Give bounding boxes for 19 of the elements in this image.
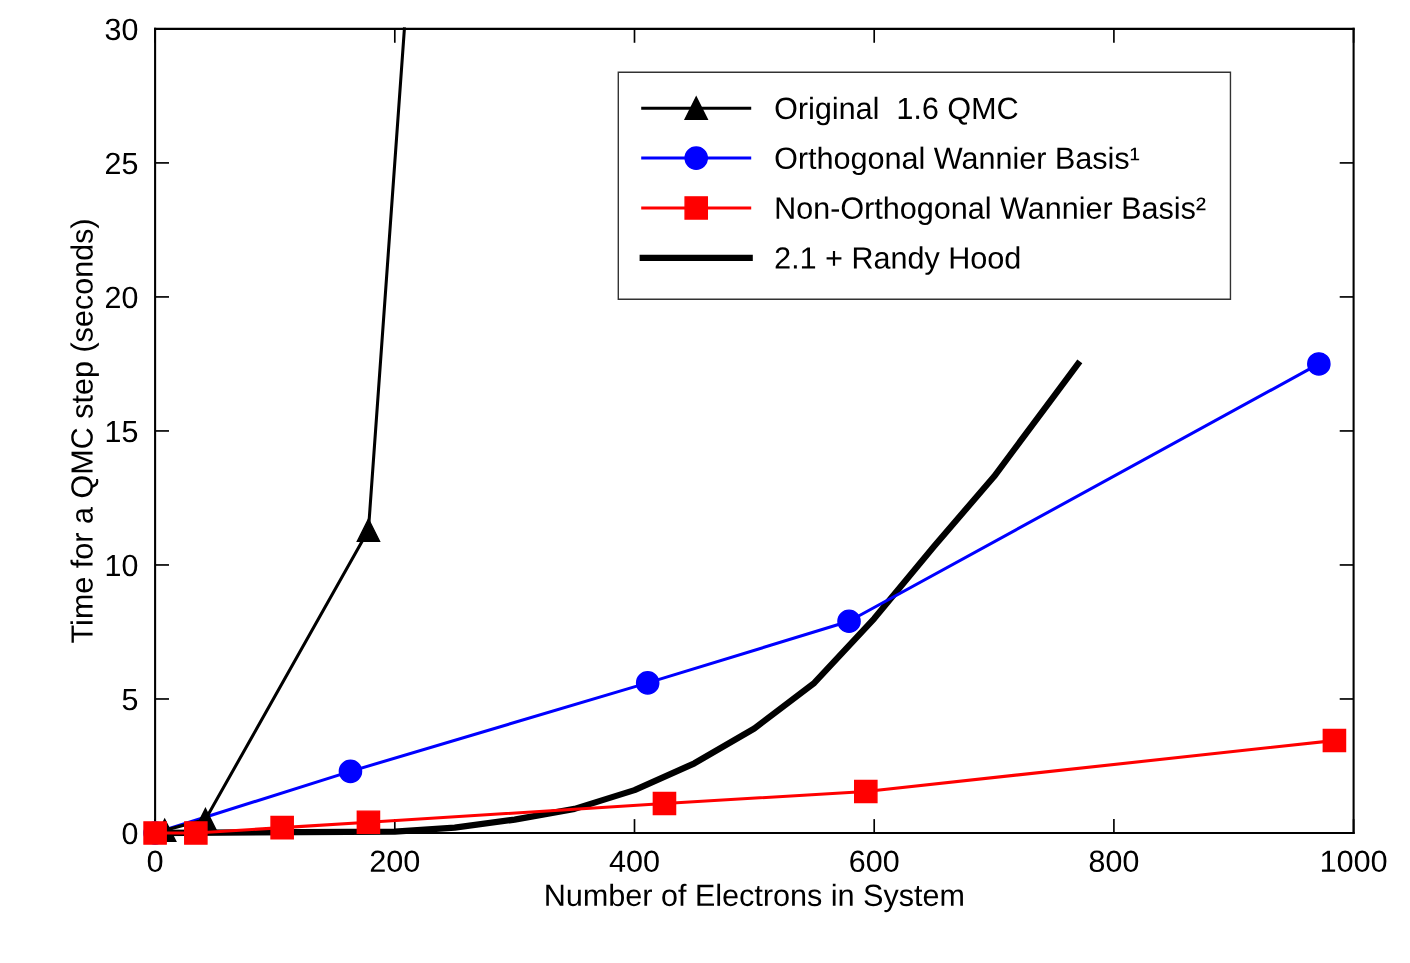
y-tick-label: 30 [105, 18, 138, 41]
x-tick-label: 400 [609, 850, 659, 873]
y-tick-label: 5 [122, 689, 138, 711]
x-tick-label: 800 [1089, 850, 1139, 873]
legend-label: Non-Orthogonal Wannier Basis² [776, 196, 1206, 225]
x-tick-label: 600 [850, 850, 899, 873]
y-tick-label: 15 [106, 420, 138, 443]
legend-label: Orthogonal Wannier Basis¹ [775, 146, 1140, 176]
y-tick-label: 25 [105, 152, 138, 175]
y-tick-label: 20 [105, 286, 138, 309]
legend-label: Original 1.6 QMC [775, 96, 1018, 126]
y-axis-title: Time for a QMC step (seconds) [70, 220, 99, 643]
x-tick-label: 1000 [1321, 850, 1387, 873]
y-tick-label: 10 [106, 554, 138, 577]
legend-label: 2.1 + Randy Hood [775, 246, 1020, 275]
x-tick-label: 200 [370, 850, 420, 873]
x-tick-label: 0 [147, 850, 163, 873]
y-tick-label: 0 [122, 822, 138, 845]
x-axis-title: Number of Electrons in System [546, 883, 963, 913]
